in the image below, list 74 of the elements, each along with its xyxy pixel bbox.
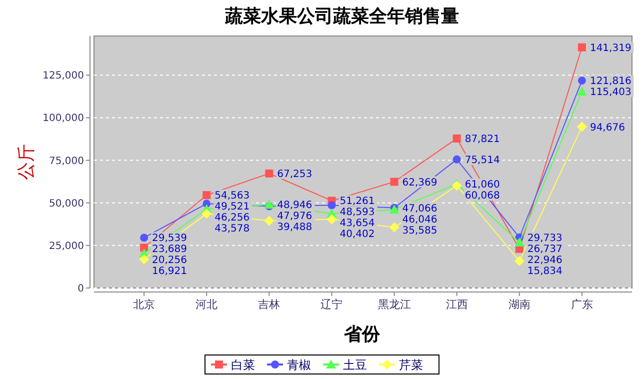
y-tick-label: 25,000 [49, 240, 84, 252]
point [452, 134, 461, 142]
point [514, 256, 524, 266]
point [140, 234, 148, 242]
data-label: 121,816 [590, 76, 632, 88]
data-label: 61,060 [464, 180, 500, 191]
point [265, 169, 274, 178]
point [264, 200, 274, 209]
point [264, 216, 274, 226]
point [139, 254, 150, 264]
point [328, 201, 336, 210]
data-label: 23,689 [152, 244, 188, 256]
y-tick-label: 50,000 [49, 198, 84, 210]
x-tick-label: 湖南 [508, 298, 530, 311]
data-label: 87,821 [464, 134, 500, 145]
data-label: 94,676 [590, 122, 625, 134]
legend-label: 白菜 [231, 358, 255, 372]
x-axis-title: 省份 [343, 324, 381, 345]
data-label: 67,253 [277, 168, 312, 180]
data-label: 29,539 [152, 233, 188, 244]
data-label: 48,946 [277, 200, 312, 212]
x-tick-label: 河北 [196, 298, 218, 311]
point [576, 86, 587, 96]
legend-label: 青椒 [287, 358, 311, 372]
y-tick-label: 100,000 [42, 113, 84, 124]
data-label: 75,514 [464, 154, 500, 166]
data-label: 51,261 [340, 196, 375, 208]
data-label: 46,256 [214, 212, 250, 224]
point [390, 178, 398, 186]
data-label: 49,521 [214, 202, 250, 213]
point [140, 244, 148, 252]
y-tick-label: 125,000 [42, 70, 84, 82]
point [514, 237, 524, 246]
y-axis-title: 公斤 [16, 144, 37, 180]
point [452, 155, 461, 164]
point [578, 76, 586, 85]
data-label: 40,402 [340, 229, 375, 240]
point [578, 43, 586, 52]
data-label: 43,654 [340, 218, 375, 230]
legend-label: 土豆 [343, 358, 367, 372]
y-tick-label: 0 [78, 284, 84, 294]
point [202, 208, 212, 219]
chart-title: 蔬菜水果公司蔬菜全年销售量 [224, 6, 459, 27]
x-tick-label: 吉林 [258, 298, 280, 311]
x-tick-label: 江西 [446, 298, 468, 311]
data-label: 47,066 [402, 203, 438, 214]
legend-label: 芹菜 [399, 358, 423, 372]
x-tick-label: 广东 [570, 298, 593, 311]
x-tick-label: 辽宁 [320, 298, 343, 311]
point [452, 180, 462, 191]
data-label: 115,403 [590, 87, 632, 98]
data-label: 22,946 [527, 254, 562, 266]
x-tick-label: 黑龙江 [378, 298, 411, 311]
point [326, 214, 337, 224]
y-tick-label: 75,000 [49, 156, 84, 167]
data-label: 43,578 [214, 224, 250, 235]
data-label: 60,068 [464, 190, 500, 202]
data-label: 46,046 [402, 214, 438, 226]
data-label: 48,593 [340, 207, 375, 218]
point [576, 122, 587, 132]
data-label: 35,585 [402, 225, 438, 236]
point [202, 191, 211, 200]
x-tick-label: 北京 [133, 298, 156, 311]
data-label: 26,737 [527, 244, 562, 255]
data-label: 29,733 [527, 232, 562, 244]
point [389, 222, 400, 232]
data-label: 39,488 [277, 222, 312, 234]
data-label: 62,369 [402, 177, 438, 188]
data-label: 47,976 [277, 211, 312, 222]
data-label: 15,834 [527, 266, 562, 277]
data-label: 20,256 [152, 255, 188, 266]
data-label: 54,563 [214, 190, 250, 202]
data-label: 16,921 [152, 266, 188, 278]
data-label: 141,319 [590, 42, 632, 54]
